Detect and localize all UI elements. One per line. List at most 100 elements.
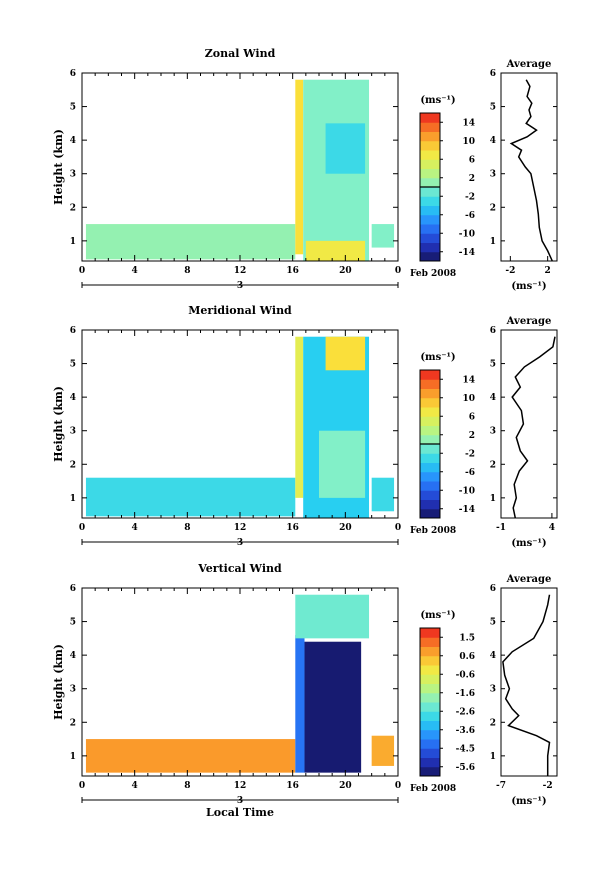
- y-tick-label: 2: [70, 203, 76, 213]
- data-region: [325, 123, 366, 174]
- colorbar-swatch: [420, 637, 440, 647]
- colorbar-tick-label: -0.6: [456, 670, 475, 680]
- colorbar-swatch: [420, 242, 440, 253]
- colorbar-tick-label: 0.6: [459, 652, 475, 662]
- colorbar-swatch: [420, 370, 440, 380]
- panel-title: Meridional Wind: [188, 304, 292, 317]
- colorbar-tick-label: -4.5: [456, 744, 475, 754]
- average-y-tick-label: 6: [490, 69, 496, 79]
- colorbar-swatch: [420, 397, 440, 408]
- data-region: [304, 641, 362, 773]
- day-label: 3: [237, 281, 243, 291]
- colorbar-swatch: [420, 379, 440, 389]
- data-region: [295, 79, 304, 255]
- colorbar-swatch: [420, 729, 440, 740]
- y-axis-label: Height (km): [52, 644, 65, 720]
- colorbar-swatch: [420, 425, 440, 436]
- colorbar-tick-label: 2: [469, 174, 475, 184]
- colorbar-swatch: [420, 224, 440, 234]
- average-profile-line: [509, 79, 553, 262]
- x-tick-label: 8: [184, 523, 190, 533]
- colorbar-swatch: [420, 113, 440, 123]
- average-x-tick-label: 4: [549, 523, 555, 533]
- average-y-tick-label: 6: [490, 584, 496, 594]
- average-x-label: (ms⁻¹): [511, 281, 546, 292]
- x-tick-label: 4: [132, 266, 138, 276]
- y-tick-label: 5: [70, 103, 76, 113]
- colorbar-tick-label: -10: [459, 229, 475, 239]
- average-x-label: (ms⁻¹): [511, 538, 546, 549]
- y-tick-label: 1: [70, 494, 76, 504]
- data-region: [305, 240, 366, 261]
- x-tick-label: 4: [132, 523, 138, 533]
- colorbar-swatch: [420, 214, 440, 225]
- data-region: [325, 336, 366, 371]
- colorbar-tick-label: -6: [465, 211, 475, 221]
- data-region: [85, 739, 296, 773]
- month-label: Feb 2008: [410, 526, 456, 536]
- y-axis-label: Height (km): [52, 386, 65, 462]
- colorbar-swatch: [420, 739, 440, 749]
- colorbar-swatch: [420, 702, 440, 712]
- colorbar-swatch: [420, 233, 440, 243]
- average-y-tick-label: 3: [490, 170, 496, 180]
- average-y-tick-label: 5: [490, 103, 496, 113]
- month-label: Feb 2008: [410, 269, 456, 279]
- x-tick-label: 16: [286, 266, 299, 276]
- colorbar-swatch: [420, 205, 440, 216]
- colorbar-swatch: [420, 187, 440, 197]
- x-tick-label: 20: [339, 266, 352, 276]
- colorbar-swatch: [420, 434, 440, 445]
- colorbar-unit: (ms⁻¹): [420, 95, 455, 106]
- colorbar-frame: [419, 627, 441, 777]
- colorbar-tick-label: 14: [462, 375, 475, 385]
- average-frame: [500, 72, 558, 262]
- x-tick-label: 0: [79, 781, 85, 791]
- colorbar-tick-label: -2.6: [456, 707, 475, 717]
- data-region: [85, 477, 296, 517]
- colorbar-swatch: [420, 416, 440, 426]
- colorbar-swatch: [420, 665, 440, 675]
- data-region: [295, 594, 370, 639]
- y-tick-label: 6: [70, 326, 76, 336]
- colorbar-swatch: [420, 444, 440, 454]
- colorbar-swatch: [420, 481, 440, 491]
- x-tick-label: 16: [286, 523, 299, 533]
- panel-title: Vertical Wind: [197, 562, 282, 575]
- colorbar-tick-label: -14: [459, 505, 475, 515]
- colorbar-tick-label: 2: [469, 431, 475, 441]
- colorbar-unit: (ms⁻¹): [420, 352, 455, 363]
- data-region: [371, 224, 395, 248]
- colorbar-swatch: [420, 646, 440, 657]
- colorbar-tick-label: -2: [465, 192, 475, 202]
- colorbar-swatch: [420, 159, 440, 169]
- colorbar-swatch: [420, 122, 440, 132]
- average-x-tick-label: -2: [543, 781, 553, 791]
- colorbar-swatch: [420, 711, 440, 721]
- colorbar-swatch: [420, 177, 440, 188]
- x-tick-label: 0: [395, 523, 401, 533]
- average-y-tick-label: 5: [490, 618, 496, 628]
- average-x-tick-label: -7: [496, 781, 506, 791]
- colorbar-swatch: [420, 196, 440, 206]
- average-y-tick-label: 4: [490, 393, 496, 403]
- colorbar-swatch: [420, 508, 440, 519]
- y-tick-label: 2: [70, 460, 76, 470]
- data-region: [295, 635, 305, 773]
- x-tick-label: 16: [286, 781, 299, 791]
- colorbar-tick-label: -3.6: [456, 726, 475, 736]
- data-region: [319, 430, 366, 498]
- data-region: [295, 336, 304, 498]
- colorbar-swatch: [420, 757, 440, 768]
- colorbar-swatch: [420, 150, 440, 160]
- x-axis-label: Local Time: [206, 806, 274, 819]
- colorbar-swatch: [420, 471, 440, 482]
- panel-title: Zonal Wind: [205, 47, 276, 60]
- y-tick-label: 6: [70, 584, 76, 594]
- average-frame: [500, 329, 558, 519]
- colorbar-tick-label: -2: [465, 449, 475, 459]
- average-y-tick-label: 4: [490, 651, 496, 661]
- colorbar-swatch: [420, 168, 440, 179]
